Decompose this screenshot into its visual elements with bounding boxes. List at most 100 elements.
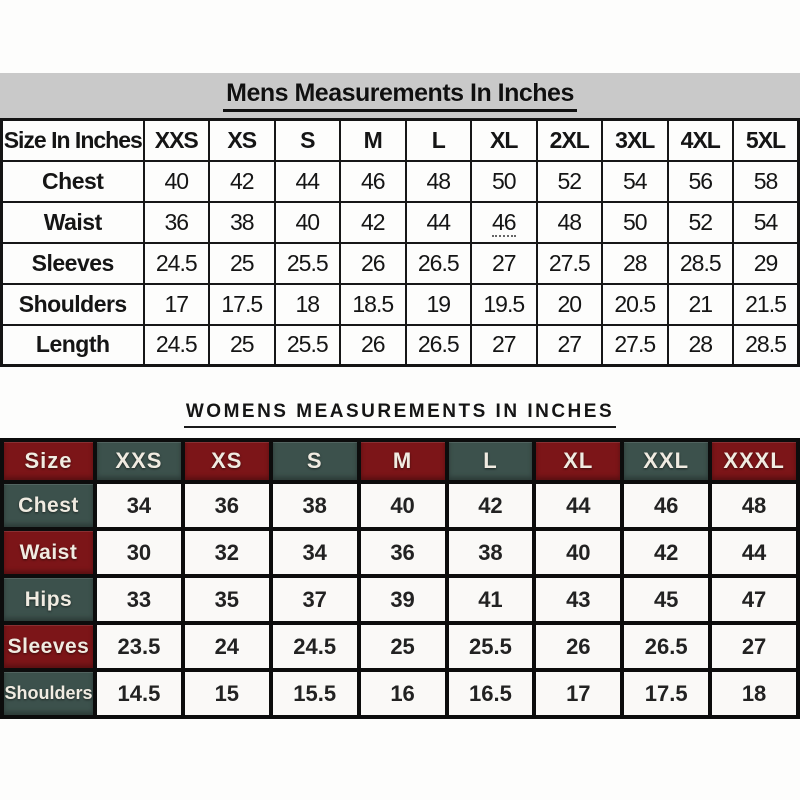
mens-table-title-band: Mens Measurements In Inches [0, 73, 800, 118]
womens-row-sleeves: Sleeves 23.5 24 24.5 25 25.5 26 26.5 27 [0, 621, 800, 672]
womens-value-cell: 38 [268, 480, 361, 531]
mens-value-cell: 58 [732, 159, 800, 203]
womens-value-cell: 40 [532, 527, 625, 578]
mens-header-cell-l: L [404, 118, 472, 162]
womens-value-cell: 36 [180, 480, 273, 531]
womens-value-cell: 33 [93, 574, 185, 625]
womens-value-cell: 16.5 [444, 668, 537, 719]
womens-value-cell: 23.5 [93, 621, 185, 672]
womens-value-cell: 14.5 [93, 668, 185, 719]
mens-row-length: Length 24.5 25 25.5 26 26.5 27 27 27.5 28 28.5 [0, 323, 800, 367]
womens-header-cell-xxxl: XXXL [708, 438, 800, 484]
mens-value-cell: 25 [208, 323, 276, 367]
mens-value-cell: 25.5 [273, 323, 341, 367]
womens-value-cell: 15 [180, 668, 273, 719]
womens-value-cell: 25.5 [444, 621, 537, 672]
mens-header-cell-xxs: XXS [142, 118, 210, 162]
mens-value-cell: 20 [535, 282, 603, 326]
womens-row-label: Sleeves [0, 621, 97, 672]
womens-row-hips: Hips 33 35 37 39 41 43 45 47 [0, 574, 800, 625]
mens-value-cell: 27 [470, 323, 538, 367]
mens-value-cell: 54 [601, 159, 669, 203]
mens-row-sleeves: Sleeves 24.5 25 25.5 26 26.5 27 27.5 28 28.5 29 [0, 241, 800, 285]
womens-value-cell: 17.5 [620, 668, 713, 719]
womens-value-cell: 37 [268, 574, 361, 625]
womens-header-cell-xxl: XXL [620, 438, 713, 484]
mens-value-cell: 18.5 [339, 282, 407, 326]
mens-value-cell: 29 [732, 241, 800, 285]
mens-value-cell: 46 [470, 200, 538, 244]
womens-header-cell-s: S [268, 438, 361, 484]
mens-value-cell: 44 [404, 200, 472, 244]
womens-value-cell: 41 [444, 574, 537, 625]
mens-value-cell: 50 [601, 200, 669, 244]
womens-table-body: Chest 34 36 38 40 42 44 46 48 Waist 30 32 34 36 38 40 42… [0, 480, 800, 719]
mens-header-row: Size In Inches XXS XS S M L XL 2XL 3XL 4XL 5XL [0, 118, 800, 162]
womens-value-cell: 17 [532, 668, 625, 719]
mens-value-cell: 19.5 [470, 282, 538, 326]
mens-value-cell: 42 [339, 200, 407, 244]
mens-value-cell: 44 [273, 159, 341, 203]
womens-value-cell: 30 [93, 527, 185, 578]
mens-value-cell: 24.5 [142, 323, 210, 367]
mens-header-cell-s: S [273, 118, 341, 162]
mens-row-waist: Waist 36 38 40 42 44 46 48 50 52 54 [0, 200, 800, 244]
womens-value-cell: 39 [356, 574, 449, 625]
mens-value-cell: 24.5 [142, 241, 210, 285]
mens-value-cell: 38 [208, 200, 276, 244]
mens-row-chest: Chest 40 42 44 46 48 50 52 54 56 58 [0, 159, 800, 203]
womens-value-cell: 25 [356, 621, 449, 672]
mens-value-cell: 18 [273, 282, 341, 326]
womens-header-cell-size: Size [0, 438, 97, 484]
womens-value-cell: 34 [93, 480, 185, 531]
mens-header-cell-2xl: 2XL [535, 118, 603, 162]
womens-row-waist: Waist 30 32 34 36 38 40 42 44 [0, 527, 800, 578]
mens-value-cell: 21.5 [732, 282, 800, 326]
womens-value-cell: 42 [620, 527, 713, 578]
mens-row-label: Shoulders [0, 282, 145, 326]
mens-header-cell-5xl: 5XL [732, 118, 800, 162]
womens-header-cell-m: M [356, 438, 449, 484]
womens-value-cell: 40 [356, 480, 449, 531]
womens-value-cell: 43 [532, 574, 625, 625]
womens-value-cell: 44 [532, 480, 625, 531]
womens-value-cell: 15.5 [268, 668, 361, 719]
womens-row-chest: Chest 34 36 38 40 42 44 46 48 [0, 480, 800, 531]
womens-value-cell: 38 [444, 527, 537, 578]
mens-header-cell-3xl: 3XL [601, 118, 669, 162]
mens-value-cell: 52 [535, 159, 603, 203]
mens-value-cell: 40 [273, 200, 341, 244]
mens-value-cell: 26.5 [404, 241, 472, 285]
mens-size-table: Size In Inches XXS XS S M L XL 2XL 3XL 4XL 5XL Che… [0, 118, 800, 367]
mens-value-cell: 19 [404, 282, 472, 326]
mens-value-cell: 52 [666, 200, 734, 244]
womens-value-cell: 27 [708, 621, 800, 672]
mens-value-cell: 28.5 [732, 323, 800, 367]
mens-row-shoulders: Shoulders 17 17.5 18 18.5 19 19.5 20 20.5 21 21.5 [0, 282, 800, 326]
mens-header-cell-size-in-inches: Size In Inches [0, 118, 145, 162]
mens-table-title: Mens Measurements In Inches [223, 79, 577, 112]
underlined-value: 46 [491, 208, 517, 237]
womens-value-cell: 45 [620, 574, 713, 625]
womens-value-cell: 42 [444, 480, 537, 531]
mens-value-cell: 54 [732, 200, 800, 244]
womens-header-cell-xxs: XXS [93, 438, 185, 484]
mens-value-cell: 25.5 [273, 241, 341, 285]
mens-value-cell: 40 [142, 159, 210, 203]
mens-value-cell: 26.5 [404, 323, 472, 367]
mens-row-label: Length [0, 323, 145, 367]
womens-value-cell: 24 [180, 621, 273, 672]
mens-value-cell: 25 [208, 241, 276, 285]
mens-value-cell: 21 [666, 282, 734, 326]
mens-row-label: Sleeves [0, 241, 145, 285]
mens-value-cell: 42 [208, 159, 276, 203]
womens-value-cell: 44 [708, 527, 800, 578]
mens-value-cell: 26 [339, 323, 407, 367]
mens-value-cell: 20.5 [601, 282, 669, 326]
mens-table-body: Chest 40 42 44 46 48 50 52 54 56 58 Waist 36 38 40 42 44… [0, 159, 800, 367]
mens-value-cell: 17.5 [208, 282, 276, 326]
womens-row-shoulders: Shoulders 14.5 15 15.5 16 16.5 17 17.5 18 [0, 668, 800, 719]
mens-value-cell: 27 [535, 323, 603, 367]
womens-header-cell-xl: XL [532, 438, 625, 484]
